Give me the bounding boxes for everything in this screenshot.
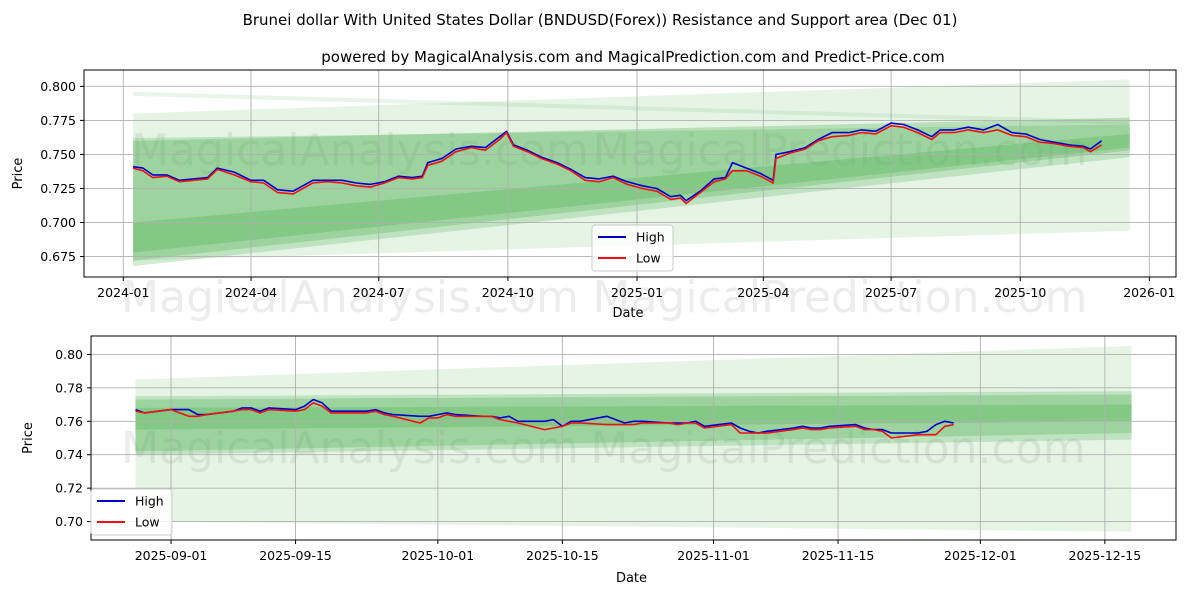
legend-label-high: High xyxy=(636,230,665,245)
x-tick-label: 2025-09-15 xyxy=(259,548,332,563)
support-resistance-band xyxy=(135,394,1132,452)
support-resistance-band xyxy=(133,91,1130,125)
legend-label-low: Low xyxy=(135,515,160,530)
bottom-chart: MagicalAnalysis.com MagicalPrediction.com… xyxy=(21,335,1177,586)
legend: High Low xyxy=(90,488,173,536)
x-tick-label: 2024-07 xyxy=(353,285,405,300)
support-resistance-band xyxy=(135,346,1132,532)
x-tick-label: 2024-04 xyxy=(225,285,277,300)
watermark: MagicalPrediction.com xyxy=(593,272,1088,323)
chart-subtitle: powered by MagicalAnalysis.com and Magic… xyxy=(321,48,945,66)
y-tick-label: 0.78 xyxy=(55,380,83,395)
x-tick-label: 2025-07 xyxy=(865,285,917,300)
low-series-line xyxy=(132,125,1103,205)
y-tick-label: 0.80 xyxy=(55,347,83,362)
watermark: MagicalAnalysis.com xyxy=(121,423,579,474)
watermark: MagicalAnalysis.com xyxy=(121,272,579,323)
support-resistance-band xyxy=(133,124,1130,267)
legend-label-high: High xyxy=(135,494,164,509)
plot-area xyxy=(90,335,1177,541)
x-tick-label: 2025-01 xyxy=(611,285,663,300)
x-tick-label: 2025-12-15 xyxy=(1069,548,1142,563)
x-tick-label: 2025-11-15 xyxy=(802,548,875,563)
plot-area xyxy=(83,69,1177,278)
x-tick-label: 2025-10-15 xyxy=(526,548,599,563)
x-tick-label: 2024-10 xyxy=(482,285,534,300)
y-tick-label: 0.800 xyxy=(40,79,76,94)
support-resistance-band xyxy=(133,79,1130,261)
low-series-line xyxy=(135,402,954,439)
y-tick-label: 0.76 xyxy=(55,414,83,429)
legend: High Low xyxy=(591,224,674,272)
y-tick-label: 0.675 xyxy=(40,249,76,264)
high-series-line xyxy=(135,398,954,434)
y-tick-label: 0.72 xyxy=(55,481,83,496)
x-tick-label: 2026-01 xyxy=(1123,285,1175,300)
x-tick-label: 2025-10 xyxy=(994,285,1046,300)
x-tick-label: 2025-11-01 xyxy=(677,548,750,563)
y-tick-label: 0.70 xyxy=(55,514,83,529)
watermark: MagicalAnalysis.com xyxy=(131,125,589,176)
x-tick-label: 2025-04 xyxy=(737,285,789,300)
x-tick-label: 2024-01 xyxy=(97,285,149,300)
support-resistance-band xyxy=(133,117,1130,261)
y-axis-label: Price xyxy=(11,158,26,190)
x-tick-label: 2025-10-01 xyxy=(402,548,475,563)
chart-title: Brunei dollar With United States Dollar … xyxy=(243,11,958,29)
top-chart: MagicalAnalysis.com MagicalPrediction.com… xyxy=(11,69,1177,323)
x-tick-label: 2025-12-01 xyxy=(944,548,1017,563)
support-resistance-band xyxy=(135,404,1132,430)
y-tick-label: 0.74 xyxy=(55,447,83,462)
y-tick-label: 0.750 xyxy=(40,147,76,162)
support-resistance-band xyxy=(135,391,1132,455)
legend-label-low: Low xyxy=(636,251,661,266)
y-tick-label: 0.775 xyxy=(40,113,76,128)
x-axis-label: Date xyxy=(616,571,647,586)
high-series-line xyxy=(132,122,1103,202)
y-axis-label: Price xyxy=(21,422,36,454)
y-tick-label: 0.700 xyxy=(40,215,76,230)
x-tick-label: 2025-09-01 xyxy=(135,548,208,563)
y-tick-label: 0.725 xyxy=(40,181,76,196)
x-axis-label: Date xyxy=(612,306,643,321)
